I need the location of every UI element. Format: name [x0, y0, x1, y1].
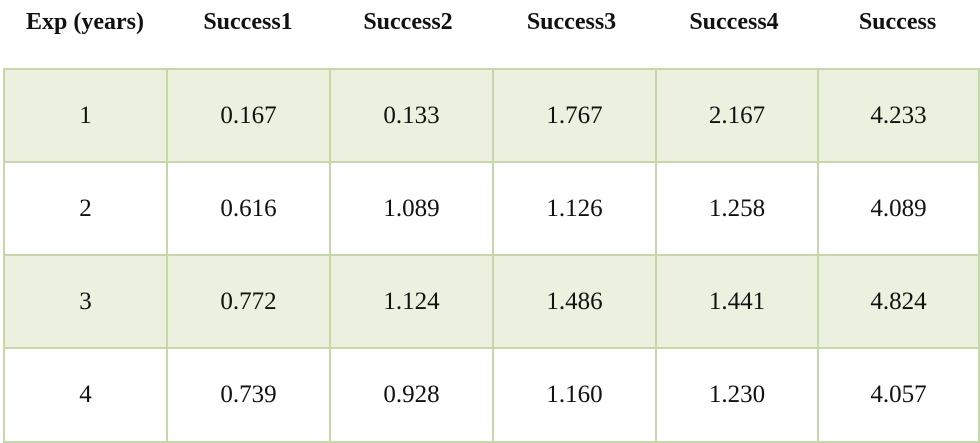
- table-cell: 2.167: [657, 70, 819, 161]
- table-cell: 4: [5, 349, 168, 441]
- table-cell: 1.230: [657, 349, 819, 441]
- table-row: 2 0.616 1.089 1.126 1.258 4.089: [5, 163, 980, 256]
- table-cell: 0.739: [168, 349, 331, 441]
- header-success: Success: [858, 9, 937, 35]
- table-cell: 0.133: [331, 70, 494, 161]
- header-success1: Success1: [203, 9, 293, 35]
- table-cell: 1.441: [657, 256, 819, 347]
- table-cell: 0.928: [331, 349, 494, 441]
- table-cell: 4.057: [819, 349, 980, 441]
- table-row: 1 0.167 0.133 1.767 2.167 4.233: [5, 70, 980, 163]
- table-cell: 0.167: [168, 70, 331, 161]
- table-row: 4 0.739 0.928 1.160 1.230 4.057: [5, 349, 980, 443]
- table-cell: 0.616: [168, 163, 331, 254]
- table-body: 1 0.167 0.133 1.767 2.167 4.233 2 0.616 …: [3, 68, 980, 443]
- table-cell: 1: [5, 70, 168, 161]
- header-success3: Success3: [526, 9, 617, 35]
- table-cell: 0.772: [168, 256, 331, 347]
- header-exp-years: Exp (years): [26, 9, 144, 35]
- header-success4: Success4: [689, 9, 779, 35]
- table-cell: 4.089: [819, 163, 980, 254]
- table-cell: 1.258: [657, 163, 819, 254]
- table-cell: 1.126: [494, 163, 657, 254]
- table-cell: 1.089: [331, 163, 494, 254]
- table-header-row: Exp (years) Success1 Success2 Success3 S…: [0, 0, 980, 68]
- table-cell: 3: [5, 256, 168, 347]
- table-cell: 4.824: [819, 256, 980, 347]
- table-cell: 1.160: [494, 349, 657, 441]
- table-cell: 4.233: [819, 70, 980, 161]
- header-success2: Success2: [363, 9, 453, 35]
- table-cell: 1.124: [331, 256, 494, 347]
- table-cell: 1.486: [494, 256, 657, 347]
- table-cell: 1.767: [494, 70, 657, 161]
- table-row: 3 0.772 1.124 1.486 1.441 4.824: [5, 256, 980, 349]
- table-cell: 2: [5, 163, 168, 254]
